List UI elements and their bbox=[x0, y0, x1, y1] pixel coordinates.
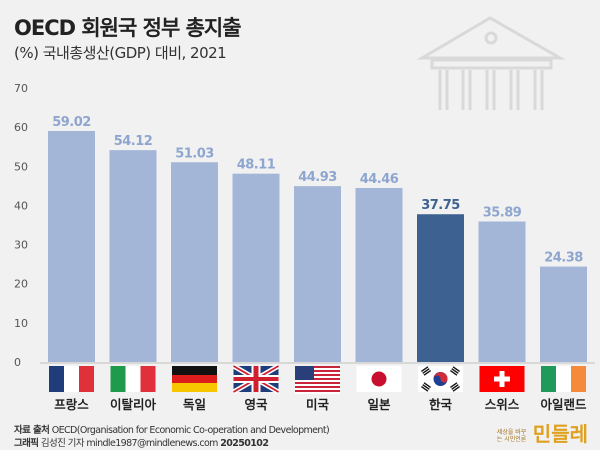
y-tick-label: 50 bbox=[14, 160, 28, 173]
logo: 세상을 바꾸는 시민언론 민들레 bbox=[497, 418, 588, 447]
chart-title: OECD 회원국 정부 총지출 bbox=[14, 16, 242, 40]
source-line: 자료 출처 OECD(Organisation for Economic Co-… bbox=[14, 422, 330, 436]
value-label: 51.03 bbox=[175, 146, 214, 161]
bar-0 bbox=[48, 130, 95, 362]
france-flag-icon bbox=[49, 366, 94, 392]
uk-flag-icon bbox=[232, 363, 280, 395]
value-label: 35.89 bbox=[483, 206, 522, 221]
usa-flag-icon bbox=[295, 366, 340, 394]
value-label: 24.38 bbox=[544, 251, 583, 266]
y-tick-label: 0 bbox=[14, 356, 21, 369]
graphic-label: 그래픽 bbox=[14, 438, 39, 449]
source-label: 자료 출처 bbox=[14, 425, 50, 436]
value-label: 48.11 bbox=[237, 158, 276, 173]
category-label: 아일랜드 bbox=[540, 397, 587, 412]
bar-8 bbox=[540, 266, 587, 362]
bar-6 bbox=[417, 214, 464, 362]
y-tick-label: 40 bbox=[14, 199, 28, 212]
logo-name: 민들레 bbox=[532, 422, 588, 446]
category-label: 프랑스 bbox=[54, 397, 89, 412]
value-label: 44.93 bbox=[298, 170, 337, 185]
author-text: 김성진 기자 mindle1987@mindlenews.com bbox=[40, 438, 219, 449]
y-tick-label: 30 bbox=[14, 239, 28, 252]
bar-2 bbox=[171, 162, 218, 362]
y-tick-label: 20 bbox=[14, 278, 28, 291]
y-tick-label: 60 bbox=[14, 121, 28, 134]
bar-5 bbox=[355, 187, 403, 362]
korea-flag-icon bbox=[418, 366, 463, 392]
bar-7 bbox=[478, 221, 526, 362]
category-label: 스위스 bbox=[485, 397, 520, 412]
bar-4 bbox=[294, 186, 341, 362]
bar-3 bbox=[232, 173, 280, 362]
chart-subtitle: (%) 국내총생산(GDP) 대비, 2021 bbox=[14, 44, 227, 62]
category-label: 이탈리아 bbox=[110, 397, 157, 412]
y-tick-label: 70 bbox=[14, 82, 28, 95]
logo-tagline: 세상을 바꾸는 시민언론 bbox=[496, 428, 527, 443]
y-tick-label: 10 bbox=[14, 317, 28, 330]
value-label: 59.02 bbox=[52, 115, 91, 130]
italy-flag-icon bbox=[110, 366, 156, 392]
switzerland-flag-icon bbox=[479, 366, 525, 392]
date-text: 20250102 bbox=[220, 438, 269, 449]
category-label: 미국 bbox=[306, 397, 330, 412]
ireland-flag-icon bbox=[541, 366, 586, 392]
category-label: 한국 bbox=[429, 397, 453, 412]
value-label: 44.46 bbox=[360, 172, 399, 187]
germany-flag-icon bbox=[172, 366, 217, 392]
category-label: 독일 bbox=[183, 397, 206, 412]
credit-line: 그래픽 김성진 기자 mindle1987@mindlenews.com 202… bbox=[14, 435, 269, 449]
government-building-icon bbox=[416, 16, 566, 110]
value-label: 54.12 bbox=[114, 134, 153, 149]
category-label: 영국 bbox=[244, 397, 268, 412]
japan-flag-icon bbox=[356, 366, 402, 392]
value-label: 37.75 bbox=[421, 198, 460, 213]
category-label: 일본 bbox=[367, 397, 391, 412]
bar-1 bbox=[109, 150, 157, 362]
source-text: OECD(Organisation for Economic Co-operat… bbox=[51, 425, 330, 436]
